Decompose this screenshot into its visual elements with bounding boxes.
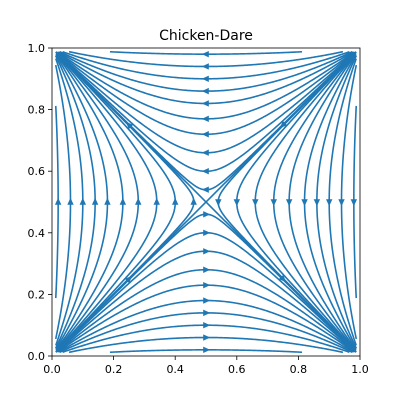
streamline-arrow (91, 197, 99, 205)
streamline-arrow (203, 346, 211, 354)
streamline-arrow (203, 334, 211, 341)
streamline-arrow (104, 197, 111, 205)
streamline-arrow (201, 168, 209, 175)
streamline-arrow (135, 197, 142, 205)
y-tick-label: 0.2 (28, 288, 46, 301)
streamline-arrow (301, 199, 308, 207)
streamline-arrow (203, 297, 211, 304)
y-tick-label: 0.0 (28, 350, 46, 363)
chart-title: Chicken-Dare (159, 28, 253, 44)
streamline-arrow (201, 131, 209, 138)
axis-ticks-group: 0.0 0.2 0.4 0.6 0.8 1.0 0.0 0.2 0.4 0.6 0.8 1.0 (28, 42, 369, 376)
streamline-arrow (201, 63, 209, 70)
streamline (55, 200, 208, 353)
streamline-arrow (313, 199, 321, 207)
streamline-arrow (119, 197, 127, 205)
streamlines-group (54, 50, 358, 354)
streamline-arrow (252, 199, 259, 207)
streamline-arrow (190, 197, 197, 205)
y-tick-label: 0.6 (28, 165, 46, 178)
streamline-arrow (201, 100, 209, 107)
streamline-arrow (172, 197, 179, 205)
x-tick-label: 0.8 (290, 363, 308, 376)
streamline-arrow (203, 266, 211, 273)
streamline-arrow (203, 322, 211, 329)
streamline-arrow (233, 199, 240, 207)
y-tick-label: 0.4 (28, 227, 46, 240)
streamline-arrow (203, 309, 211, 317)
axes-frame (51, 47, 361, 357)
streamline-arrow (79, 197, 86, 205)
y-tick-label: 0.8 (28, 104, 46, 117)
x-tick-label: 0.2 (105, 363, 123, 376)
x-tick-label: 0.0 (43, 363, 61, 376)
streamline-arrow (153, 197, 160, 205)
streamline-arrow (201, 75, 209, 82)
streamline-arrow (203, 211, 211, 218)
streamline-arrow (280, 120, 288, 128)
streamline-arrow (124, 276, 132, 284)
streamline-arrow (201, 115, 209, 123)
streamline-arrow (201, 186, 209, 193)
streamline-arrow (67, 197, 74, 205)
streamline-arrow (338, 199, 345, 207)
x-tick-label: 0.4 (166, 363, 184, 376)
streamline-arrow (201, 87, 209, 95)
streamline-arrow (350, 199, 358, 207)
streamline-arrow (203, 281, 211, 289)
streamline-arrow (285, 199, 293, 207)
streamline-arrow (201, 50, 209, 58)
x-tick-label: 0.6 (228, 363, 246, 376)
streamline-arrow (203, 248, 211, 255)
streamline-arrow (326, 199, 333, 207)
streamline-arrow (54, 197, 62, 205)
streamline-arrow (278, 274, 286, 282)
streamline-arrow (201, 149, 209, 156)
streamline-arrow (270, 199, 277, 207)
x-tick-label: 1.0 (351, 363, 369, 376)
y-tick-label: 1.0 (28, 42, 46, 55)
streamline-arrow (215, 199, 222, 207)
streamline-arrow (203, 229, 211, 236)
streamline-arrow (126, 122, 134, 130)
